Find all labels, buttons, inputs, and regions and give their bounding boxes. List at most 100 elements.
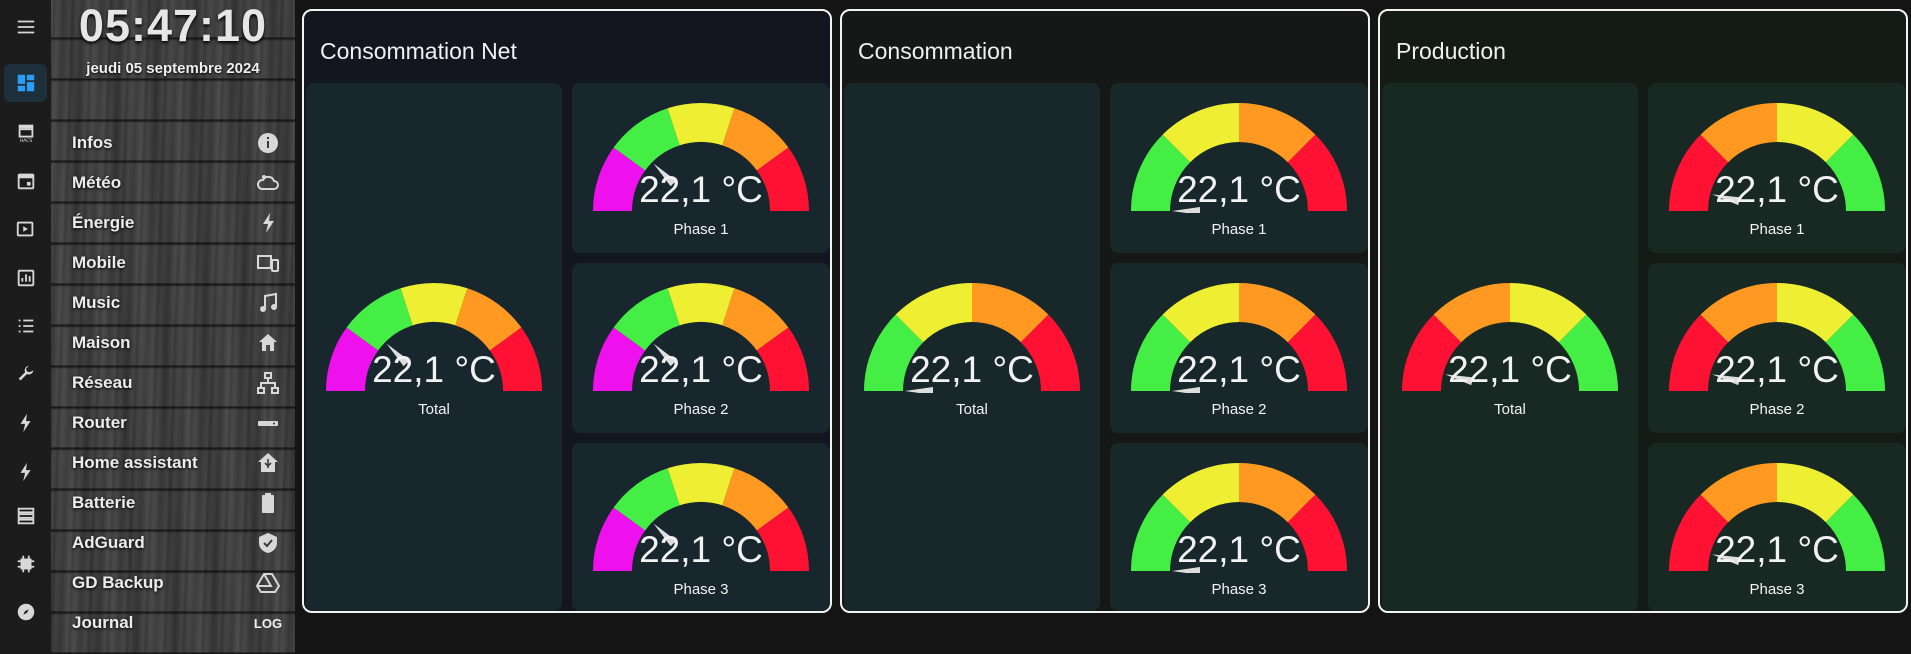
lightning-icon xyxy=(254,211,282,235)
gauge-phase-2[interactable]: 22,1 °C Phase 2 xyxy=(1662,283,1892,433)
rail-dashboard-button[interactable] xyxy=(4,64,47,102)
gauge-needle xyxy=(1712,554,1741,566)
gauge-segment xyxy=(1700,463,1777,523)
gauge-segment xyxy=(756,507,809,571)
menu-item-batterie[interactable]: Batterie xyxy=(72,489,282,517)
gauge-needle xyxy=(653,343,677,367)
gauge-dial xyxy=(1669,283,1885,391)
gauge-label: Phase 3 xyxy=(1749,581,1805,598)
gauge-value: 22,1 °C xyxy=(1448,349,1572,390)
rail-compass-button[interactable] xyxy=(4,593,47,631)
menu-item-label: Infos xyxy=(72,133,113,152)
gauge-segment xyxy=(1020,314,1080,391)
gauge-value: 22,1 °C xyxy=(1177,529,1301,570)
history-icon xyxy=(17,269,34,287)
menu-item-infos[interactable]: Infos xyxy=(72,129,282,157)
rail-media-button[interactable] xyxy=(4,210,47,248)
gauge-segment xyxy=(667,103,735,146)
menu-item-music[interactable]: Music xyxy=(72,289,282,317)
menu-item-m-t-o[interactable]: Météo xyxy=(72,169,282,197)
rail-history-button[interactable] xyxy=(4,259,47,297)
gauge-phase-2[interactable]: 22,1 °C Phase 2 xyxy=(586,283,816,433)
card-consommation: Consommation 22,1 °C Total 22,1 °C Phase 1 22… xyxy=(840,9,1370,613)
rail-logbook-button[interactable] xyxy=(4,307,47,345)
gauge-phase-3[interactable]: 22,1 °C Phase 3 xyxy=(586,463,816,611)
rail-server-button[interactable] xyxy=(4,497,47,535)
gauge-segment xyxy=(1131,314,1191,391)
menu-item-label: Home assistant xyxy=(72,453,198,472)
menu-item-label: Énergie xyxy=(72,213,135,232)
gauge-phase-2[interactable]: 22,1 °C Phase 2 xyxy=(1124,283,1354,433)
gauge-needle xyxy=(1445,374,1474,386)
gauge-needle xyxy=(1172,207,1200,213)
rail-wrench-button[interactable] xyxy=(4,356,47,394)
gauge-dial xyxy=(1402,283,1618,391)
logbook-icon xyxy=(18,319,33,333)
gauge-segment xyxy=(864,314,924,391)
rail-energy-button[interactable] xyxy=(4,453,47,491)
gauge-phase-3[interactable]: 22,1 °C Phase 3 xyxy=(1662,463,1892,611)
music-icon xyxy=(254,291,282,315)
gauge-segment xyxy=(1239,463,1316,523)
energy-icon xyxy=(20,462,31,482)
google-drive-icon xyxy=(254,571,282,595)
menu-item-label: GD Backup xyxy=(72,573,164,592)
menu-item-label: Router xyxy=(72,413,127,432)
gauge-total[interactable]: 22,1 °C Total xyxy=(1395,283,1625,433)
server-icon xyxy=(17,507,34,525)
gauge-segment xyxy=(1162,103,1239,163)
menu-item-mobile[interactable]: Mobile xyxy=(72,249,282,277)
gauge-segment xyxy=(1669,494,1729,571)
gauge-needle xyxy=(1712,194,1741,206)
rail-calendar-button[interactable] xyxy=(4,162,47,200)
gauge-segment xyxy=(346,288,413,351)
gauge-phase-3[interactable]: 22,1 °C Phase 3 xyxy=(1124,463,1354,611)
gauge-phase-1[interactable]: 22,1 °C Phase 1 xyxy=(586,103,816,253)
gauge-segment xyxy=(613,108,680,171)
hacs-icon: HACS xyxy=(18,124,33,143)
gauge-phase-1[interactable]: 22,1 °C Phase 1 xyxy=(1124,103,1354,253)
weather-icon xyxy=(254,171,282,195)
rail-memory-button[interactable] xyxy=(4,545,47,583)
gauge-segment xyxy=(455,288,522,351)
rail-energy-button[interactable] xyxy=(4,404,47,442)
rail-menu-button[interactable] xyxy=(4,8,47,46)
devices-icon xyxy=(254,251,282,275)
menu-item-label: Music xyxy=(72,293,121,312)
menu-item-router[interactable]: Router xyxy=(72,409,282,437)
gauge-segment xyxy=(1287,134,1347,211)
menu-item-home-assistant[interactable]: Home assistant xyxy=(72,449,282,477)
gauge-segment xyxy=(1700,103,1777,163)
network-icon xyxy=(254,371,282,395)
menu-item-gd-backup[interactable]: GD Backup xyxy=(72,569,282,597)
gauge-dial xyxy=(593,103,809,211)
gauge-label: Total xyxy=(956,401,988,418)
energy-icon xyxy=(20,413,31,433)
gauge-dial xyxy=(326,283,542,391)
gauge-segment xyxy=(613,288,680,351)
home-icon xyxy=(254,331,282,355)
gauge-total[interactable]: 22,1 °C Total xyxy=(857,283,1087,433)
menu-item--nergie[interactable]: Énergie xyxy=(72,209,282,237)
menu-item-adguard[interactable]: AdGuard xyxy=(72,529,282,557)
gauge-segment xyxy=(972,283,1049,343)
gauge-dial xyxy=(1669,103,1885,211)
menu-item-r-seau[interactable]: Réseau xyxy=(72,369,282,397)
menu-item-maison[interactable]: Maison xyxy=(72,329,282,357)
shield-check-icon xyxy=(254,531,282,555)
wrench-icon xyxy=(18,365,33,381)
menu-item-label: Journal xyxy=(72,613,134,632)
gauge-label: Phase 1 xyxy=(673,221,729,238)
gauge-segment xyxy=(1777,103,1854,163)
gauge-needle xyxy=(653,523,677,547)
gauge-segment xyxy=(1777,283,1854,343)
rail-hacs-button[interactable]: HACS xyxy=(4,113,47,151)
gauge-segment xyxy=(756,147,809,211)
gauge-segment xyxy=(1825,494,1885,571)
gauge-segment xyxy=(1510,283,1587,343)
gauge-total[interactable]: 22,1 °C Total xyxy=(319,283,549,433)
menu-item-journal[interactable]: Journal LOG xyxy=(72,609,282,637)
gauge-phase-1[interactable]: 22,1 °C Phase 1 xyxy=(1662,103,1892,253)
gauge-segment xyxy=(1402,314,1462,391)
